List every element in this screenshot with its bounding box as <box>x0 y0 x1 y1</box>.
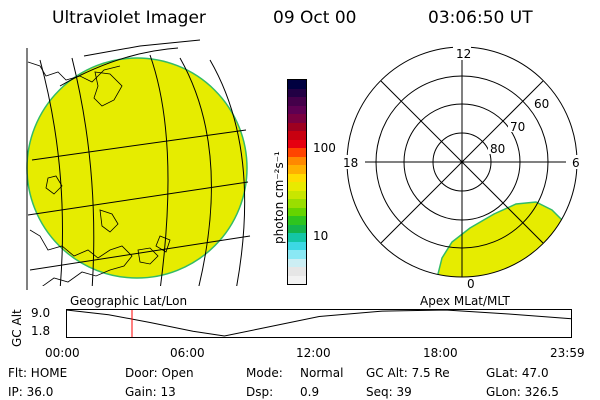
colorbar-segment <box>288 88 306 97</box>
colorbar-segment <box>288 156 306 165</box>
time-tick-0000: 00:00 <box>45 346 80 360</box>
colorbar-segment <box>288 97 306 106</box>
altitude-chart <box>66 309 572 338</box>
lat-lon-grid <box>27 47 251 286</box>
colorbar-segment <box>288 114 306 123</box>
time-tick-1200: 12:00 <box>296 346 331 360</box>
header-date: 09 Oct 00 <box>273 8 357 28</box>
colorbar-segment <box>288 241 306 250</box>
polar-plot <box>339 46 578 278</box>
altitude-series-line <box>66 309 572 337</box>
status-dsp-value: 0.9 <box>300 385 320 399</box>
app-title: Ultraviolet Imager <box>52 8 206 28</box>
colorbar-tick-100: 100 <box>313 141 336 155</box>
status-gc-alt: GC Alt: 7.5 Re <box>366 366 450 380</box>
colorbar-segment <box>288 275 306 284</box>
mlt-label-12: 12 <box>456 47 472 61</box>
status-flight: Flt: HOME <box>8 366 68 380</box>
status-gain: Gain: 13 <box>125 385 176 399</box>
colorbar-segment <box>288 216 306 225</box>
status-mode-label: Mode: <box>246 366 283 380</box>
status-dsp-label: Dsp: <box>246 385 274 399</box>
gc-alt-axis-label: GC Alt <box>10 309 24 347</box>
apex-caption: Apex MLat/MLT <box>420 294 510 308</box>
time-tick-0600: 06:00 <box>170 346 205 360</box>
colorbar-segment <box>288 250 306 259</box>
geographic-image <box>26 39 251 290</box>
colorbar-segment <box>288 131 306 140</box>
geographic-caption: Geographic Lat/Lon <box>70 294 188 308</box>
colorbar-tick-10: 10 <box>313 229 329 243</box>
colorbar-segment <box>288 190 306 199</box>
colorbar-segment <box>288 122 306 131</box>
colorbar-segment <box>288 165 306 174</box>
coastline <box>27 61 171 286</box>
colorbar-segment <box>288 207 306 216</box>
colorbar-segment <box>288 105 306 114</box>
mlt-label-18: 18 <box>343 156 359 170</box>
colorbar-segment <box>288 258 306 267</box>
colorbar-segment <box>288 224 306 233</box>
time-tick-1800: 18:00 <box>423 346 458 360</box>
colorbar-segment <box>288 233 306 242</box>
colorbar-segment <box>288 267 306 276</box>
alt-tick-1-8: 1.8 <box>31 324 51 338</box>
colorbar-segment <box>288 173 306 182</box>
header-time: 03:06:50 UT <box>428 8 533 28</box>
status-seq: Seq: 39 <box>366 385 412 399</box>
status-glon: GLon: 326.5 <box>486 385 559 399</box>
alt-tick-9: 9.0 <box>31 306 51 320</box>
status-ip: IP: 36.0 <box>8 385 54 399</box>
mlat-label-70: 70 <box>510 120 526 134</box>
mlat-label-80: 80 <box>490 142 506 156</box>
status-door: Door: Open <box>125 366 194 380</box>
mlat-label-60: 60 <box>534 97 550 111</box>
status-mode-value: Normal <box>300 366 344 380</box>
colorbar-unit-label: photon cm⁻²s⁻¹ <box>272 151 286 244</box>
mlt-label-0: 0 <box>467 277 475 291</box>
colorbar-segment <box>288 148 306 157</box>
mlt-label-6: 6 <box>572 156 580 170</box>
polar-grid <box>346 46 578 278</box>
colorbar-segment <box>288 80 306 89</box>
time-tick-2359: 23:59 <box>550 346 585 360</box>
colorbar-segment <box>288 199 306 208</box>
status-glat: GLat: 47.0 <box>486 366 549 380</box>
colorbar-segment <box>288 182 306 191</box>
colorbar-segment <box>288 139 306 148</box>
colorbar <box>287 79 307 285</box>
